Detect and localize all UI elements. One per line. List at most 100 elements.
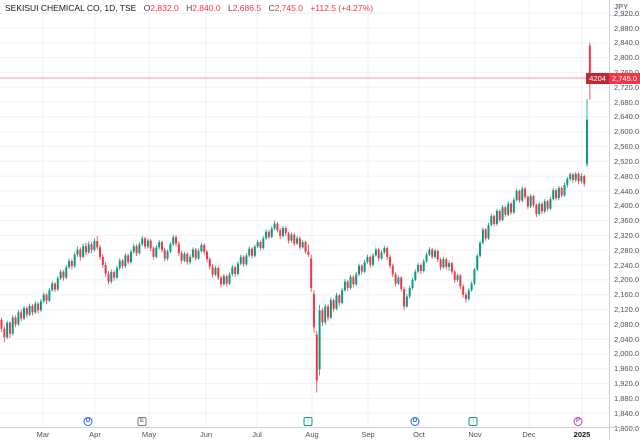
candle <box>504 205 507 217</box>
currency-separator <box>610 15 640 16</box>
candle <box>234 265 237 277</box>
candle <box>332 298 335 312</box>
earnings-beat-marker-icon[interactable]: ↑ <box>468 417 478 426</box>
time-tick-label-2025: 2025 <box>573 430 591 439</box>
candle <box>448 260 451 271</box>
candle <box>515 188 518 202</box>
candle <box>200 242 203 253</box>
candle <box>369 255 372 268</box>
candle <box>445 257 448 270</box>
price-tick-label: 2,000.0 <box>614 349 640 359</box>
candle <box>169 242 172 254</box>
candle <box>290 232 293 243</box>
price-tick-label: 2,760.0 <box>614 68 639 77</box>
candle <box>301 239 304 249</box>
candle <box>104 262 107 277</box>
candle <box>175 235 178 247</box>
dividend-marker-icon[interactable]: D <box>410 417 420 426</box>
price-tick-label: 2,280.0 <box>614 245 640 255</box>
symbol-legend[interactable]: SEKISUI CHEMICAL CO, 1D, TSE O2,832.0 H2… <box>5 3 373 13</box>
candle <box>172 234 175 246</box>
candle <box>524 187 527 200</box>
candle <box>51 281 54 292</box>
candle <box>180 251 183 264</box>
candle <box>411 277 414 290</box>
candle <box>282 225 284 238</box>
candle <box>358 263 360 277</box>
price-axis[interactable]: JPY 2,920.02,880.02,840.02,800.02,760.02… <box>609 0 640 440</box>
candle <box>62 270 65 281</box>
earnings-marker-icon[interactable]: E <box>137 417 147 426</box>
candle <box>459 273 462 290</box>
candle <box>8 321 11 339</box>
time-tick-label-jun: Jun <box>199 430 213 439</box>
candle <box>239 254 242 265</box>
candle <box>405 293 408 308</box>
candle <box>315 331 318 393</box>
candle <box>225 274 228 287</box>
price-tick-label: 2,360.0 <box>614 216 640 226</box>
candle <box>23 305 26 320</box>
dividend-marker-icon[interactable]: D <box>83 417 93 426</box>
candle <box>543 199 546 214</box>
candle <box>442 256 445 269</box>
candle <box>394 272 397 287</box>
price-tick-label: 2,920.0 <box>614 8 640 18</box>
candle <box>366 254 369 264</box>
candle <box>493 214 496 227</box>
price-tick-label: 2,840.0 <box>614 38 640 48</box>
candle <box>518 189 521 203</box>
candle <box>318 305 321 376</box>
candle <box>211 264 214 278</box>
candle <box>563 182 566 197</box>
candle <box>132 243 135 254</box>
candle <box>113 270 116 281</box>
time-tick-label-apr: Apr <box>89 430 101 439</box>
candle <box>121 259 124 269</box>
candle <box>501 205 504 222</box>
candle <box>425 252 428 263</box>
candle <box>549 196 552 211</box>
open-label: O <box>143 3 151 13</box>
candle <box>68 258 71 269</box>
time-tick-label-nov: Nov <box>468 430 482 439</box>
candle <box>529 193 532 208</box>
candle <box>166 249 169 261</box>
earnings-beat-marker-icon[interactable]: ↑ <box>303 417 313 426</box>
candle <box>76 246 79 257</box>
candle <box>419 263 422 274</box>
candle <box>220 275 223 288</box>
candle <box>324 303 327 325</box>
candle <box>189 254 192 265</box>
candle <box>31 304 34 316</box>
candle <box>298 236 301 250</box>
candle <box>476 253 479 271</box>
event-marker-icon[interactable]: P <box>573 417 583 426</box>
candle <box>310 254 313 292</box>
candle <box>107 271 110 285</box>
candle <box>191 247 194 259</box>
candle <box>73 252 76 268</box>
price-tick-label: 2,040.0 <box>614 334 640 344</box>
candle <box>25 306 28 318</box>
time-axis[interactable]: Mar Apr May Jun Jul Aug Sep Oct Nov Dec 2025 <box>0 427 609 440</box>
candle <box>400 276 403 292</box>
candle <box>374 247 377 257</box>
symbol-title[interactable]: SEKISUI CHEMICAL CO, 1D, TSE <box>5 3 137 13</box>
candle <box>574 171 577 183</box>
candle <box>273 220 276 231</box>
candle <box>346 279 349 291</box>
candle <box>338 293 341 306</box>
price-tick-label: 2,480.0 <box>614 171 640 181</box>
candle <box>583 174 586 187</box>
candle <box>56 276 59 291</box>
candle <box>532 194 535 208</box>
candle <box>101 253 104 268</box>
price-tick-label: 2,720.0 <box>614 82 640 92</box>
candle <box>144 236 147 249</box>
price-tick-label: 2,400.0 <box>614 201 640 211</box>
last-price-badge: 4204 2,745.0 <box>586 72 640 84</box>
price-tick-label: 2,600.0 <box>614 127 640 137</box>
candle <box>141 236 144 247</box>
